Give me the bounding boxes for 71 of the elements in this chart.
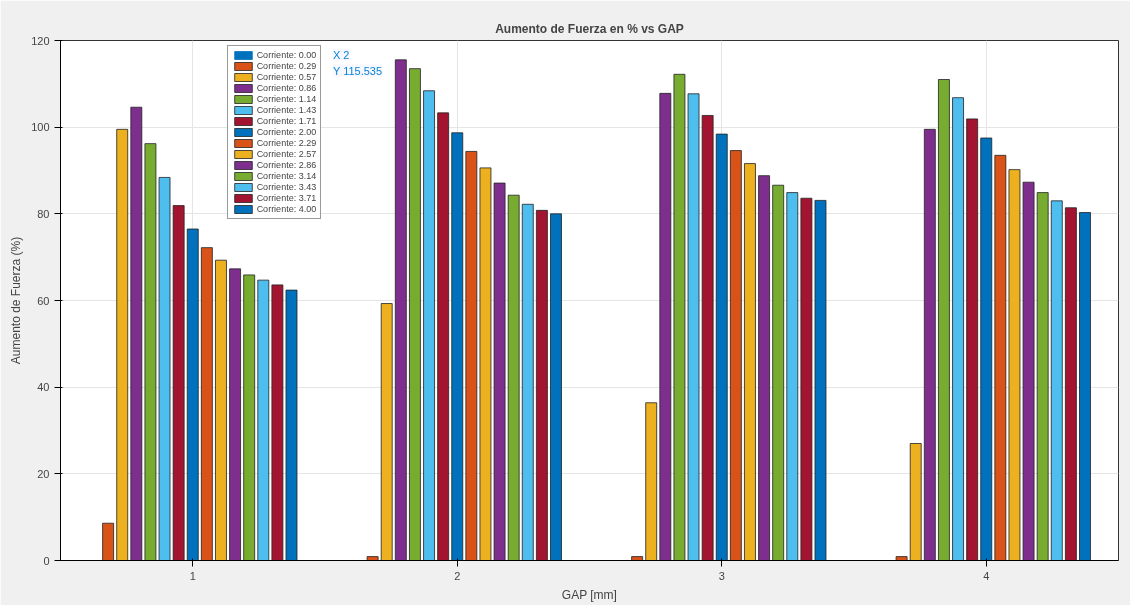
bar	[366, 556, 379, 561]
bar	[102, 522, 115, 561]
legend-label: Corriente: 4.00	[256, 204, 317, 214]
bar	[243, 274, 256, 561]
bar	[895, 556, 908, 561]
legend-label: Corriente: 3.14	[256, 171, 317, 181]
legend-label: Corriente: 0.00	[256, 50, 317, 60]
bar	[507, 194, 520, 561]
bar	[744, 163, 756, 561]
y-tick-label: 0	[43, 554, 50, 567]
annotation: Y 115.535	[332, 64, 383, 77]
legend-label: Corriente: 2.86	[256, 160, 317, 170]
bar	[116, 128, 129, 561]
legend-label: Corriente: 1.71	[256, 116, 317, 126]
bar	[923, 128, 936, 561]
bar	[938, 79, 950, 561]
x-tick-label: 4	[983, 569, 990, 582]
legend-label: Corriente: 0.29	[256, 61, 317, 71]
bar	[1050, 200, 1063, 561]
bar	[550, 213, 562, 561]
bar	[535, 209, 548, 561]
bar	[437, 112, 450, 561]
x-axis-title: GAP [mm]	[561, 587, 617, 602]
bar	[645, 402, 658, 561]
legend-label: Corriente: 0.86	[256, 83, 317, 93]
bar	[966, 118, 979, 561]
chart-title: Aumento de Fuerza en % vs GAP	[495, 21, 684, 36]
bar	[952, 97, 964, 561]
x-tick-label: 1	[189, 569, 196, 582]
bar	[215, 259, 227, 561]
legend-label: Corriente: 1.14	[256, 94, 317, 104]
bar	[772, 184, 785, 561]
y-tick-label: 60	[37, 294, 50, 307]
y-tick-label: 40	[37, 381, 50, 394]
bar	[715, 133, 728, 561]
legend-label: Corriente: 1.43	[256, 105, 317, 115]
bar	[409, 68, 421, 561]
bar	[729, 150, 742, 561]
y-axis-title: Aumento de Fuerza (%)	[9, 236, 24, 365]
bar	[631, 556, 644, 561]
bar	[786, 192, 799, 561]
bar	[758, 175, 770, 561]
legend-label: Corriente: 3.71	[256, 193, 317, 203]
bar	[521, 203, 534, 561]
bar	[380, 303, 393, 561]
legend-label: Corriente: 3.43	[256, 182, 317, 192]
bar	[229, 268, 241, 561]
bar	[394, 59, 407, 561]
bar	[130, 106, 143, 561]
bar	[200, 247, 213, 561]
y-tick-label: 120	[31, 34, 50, 47]
bar	[659, 92, 672, 561]
bar	[1064, 207, 1077, 561]
bar	[423, 90, 435, 561]
legend-label: Corriente: 2.57	[256, 149, 317, 159]
x-tick-label: 3	[718, 569, 725, 582]
legend-label: Corriente: 2.00	[256, 127, 317, 137]
bar	[1036, 192, 1049, 561]
bar	[909, 443, 922, 561]
y-tick-label: 80	[37, 207, 50, 220]
legend-label: Corriente: 0.57	[256, 72, 317, 82]
legend-label: Corriente: 2.29	[256, 138, 317, 148]
bar	[980, 137, 993, 561]
x-tick-label: 2	[454, 569, 461, 582]
bar	[257, 279, 270, 561]
annotation: X 2	[332, 48, 350, 61]
bar	[451, 132, 464, 561]
bar	[1079, 212, 1091, 561]
bar	[186, 228, 199, 561]
y-tick-label: 20	[37, 467, 50, 480]
y-tick-label: 100	[31, 121, 50, 134]
